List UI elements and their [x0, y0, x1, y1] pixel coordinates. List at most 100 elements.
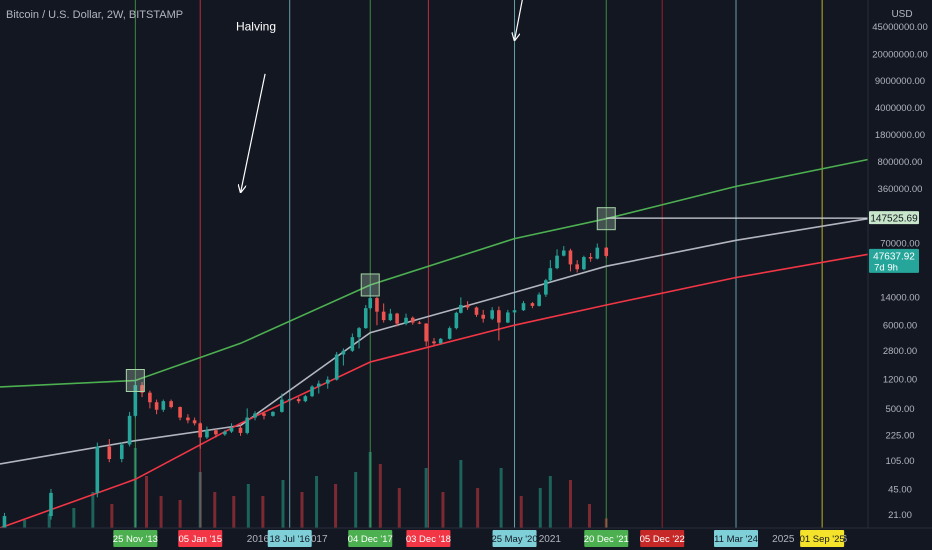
candle[interactable] — [481, 309, 486, 323]
candle[interactable] — [506, 309, 510, 324]
highlight-box — [596, 207, 616, 231]
date-marker-label[interactable]: 05 Jan '15 — [178, 530, 223, 547]
candle[interactable] — [280, 393, 284, 413]
candle[interactable] — [262, 411, 266, 420]
date-marker-label[interactable]: 03 Dec '18 — [406, 530, 451, 547]
candle[interactable] — [350, 333, 355, 352]
candle[interactable] — [561, 246, 566, 257]
candle[interactable] — [334, 351, 339, 381]
price-tick-label: 800000.00 — [878, 157, 923, 168]
volume-bar — [441, 492, 445, 528]
candle-body — [245, 417, 250, 433]
candle[interactable] — [296, 397, 301, 404]
volume-bar — [72, 508, 76, 528]
date-marker-label[interactable]: 25 May '20 — [491, 530, 538, 547]
date-marker-label[interactable]: 25 Nov '13 — [113, 530, 158, 547]
candle[interactable] — [363, 304, 368, 329]
candle[interactable] — [454, 311, 459, 330]
volume-bar — [300, 492, 304, 528]
date-marker-label[interactable]: 04 Dec '17 — [348, 530, 393, 547]
candle[interactable] — [604, 247, 609, 258]
candle[interactable] — [404, 313, 408, 326]
candle[interactable] — [245, 408, 250, 435]
candle[interactable] — [417, 321, 422, 325]
price-tick-label: 225.00 — [885, 431, 914, 442]
candle[interactable] — [588, 252, 593, 262]
candle[interactable] — [49, 488, 53, 520]
candle[interactable] — [410, 316, 415, 325]
candle[interactable] — [316, 380, 321, 394]
candle[interactable] — [287, 397, 292, 403]
date-marker-text: 05 Jan '15 — [178, 534, 222, 545]
candle[interactable] — [548, 260, 553, 282]
candle[interactable] — [357, 326, 361, 349]
candle[interactable] — [140, 381, 144, 398]
candle[interactable] — [148, 390, 152, 409]
candle[interactable] — [154, 399, 159, 415]
candle[interactable] — [521, 300, 526, 311]
candle[interactable] — [161, 399, 166, 412]
candle[interactable] — [474, 306, 479, 317]
candle[interactable] — [395, 312, 399, 327]
date-marker-label[interactable]: 20 Dec '21 — [584, 530, 629, 547]
candlesticks[interactable] — [2, 243, 609, 534]
time-axis-panel[interactable] — [0, 528, 932, 550]
candle[interactable] — [178, 406, 182, 421]
candle[interactable] — [575, 260, 579, 273]
candle[interactable] — [595, 243, 600, 260]
candle[interactable] — [381, 303, 386, 323]
candle[interactable] — [186, 414, 190, 424]
date-marker-label[interactable]: 01 Sep '25 — [800, 530, 845, 547]
candle[interactable] — [271, 411, 275, 417]
candle[interactable] — [223, 430, 227, 436]
candle-body — [388, 313, 393, 321]
candle[interactable] — [95, 442, 100, 498]
candle[interactable] — [544, 278, 548, 297]
candle-body — [133, 385, 138, 416]
candle[interactable] — [490, 307, 494, 321]
candle[interactable] — [133, 380, 138, 418]
candle[interactable] — [214, 428, 218, 438]
date-marker-label[interactable]: 05 Dec '22 — [640, 530, 685, 547]
candle[interactable] — [368, 284, 373, 310]
candle[interactable] — [375, 296, 379, 326]
candle[interactable] — [325, 376, 330, 389]
candle[interactable] — [465, 301, 470, 310]
date-marker-label[interactable]: 18 Jul '16 — [267, 530, 312, 547]
candle[interactable] — [238, 425, 243, 436]
candle[interactable] — [568, 248, 573, 272]
candle[interactable] — [432, 337, 436, 346]
candle[interactable] — [341, 348, 346, 366]
candle-body — [49, 492, 53, 517]
candle[interactable] — [229, 423, 234, 433]
date-marker-label[interactable]: 11 Mar '24 — [714, 530, 759, 547]
volume-bar — [548, 476, 552, 528]
candle[interactable] — [253, 411, 257, 421]
candle[interactable] — [303, 394, 308, 403]
candle[interactable] — [447, 326, 452, 340]
candle[interactable] — [555, 249, 559, 270]
candle[interactable] — [127, 411, 132, 447]
candle[interactable] — [198, 422, 203, 449]
candle[interactable] — [497, 306, 501, 341]
candle[interactable] — [388, 308, 393, 322]
candle[interactable] — [205, 426, 209, 440]
candle[interactable] — [310, 385, 314, 398]
candle[interactable] — [119, 442, 124, 463]
price-tick-label: 6000.00 — [883, 321, 917, 332]
candle[interactable] — [107, 439, 112, 463]
candle[interactable] — [512, 308, 517, 314]
candle-body — [537, 294, 541, 306]
candle[interactable] — [459, 297, 463, 314]
candle[interactable] — [530, 302, 535, 309]
candle[interactable] — [438, 337, 443, 345]
candle[interactable] — [537, 292, 541, 307]
candle[interactable] — [582, 255, 586, 271]
candle[interactable] — [424, 323, 428, 347]
candle-body — [334, 354, 339, 380]
price-tick-label: 45.00 — [888, 484, 912, 495]
candle[interactable] — [169, 399, 173, 409]
candle-body — [169, 401, 173, 408]
candle[interactable] — [192, 417, 197, 426]
